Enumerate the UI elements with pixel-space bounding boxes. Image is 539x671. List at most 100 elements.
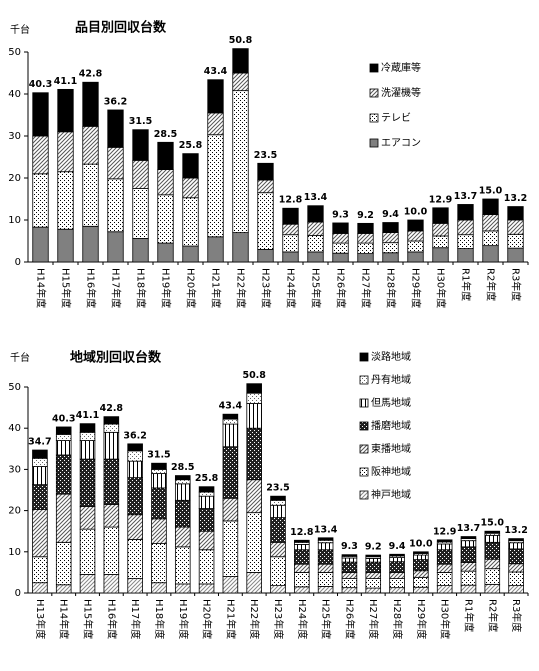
bar-segment <box>107 178 124 233</box>
y-tick-label: 0 <box>15 588 21 599</box>
legend-label: テレビ <box>381 112 411 124</box>
bar-segment <box>174 546 191 585</box>
total-label: 13.2 <box>504 525 527 536</box>
bar-segment <box>182 197 199 247</box>
x-tick-label: H30年度 <box>435 268 448 308</box>
total-label: 12.9 <box>433 526 456 537</box>
bar-segment <box>484 558 501 570</box>
bar-segment <box>317 542 334 551</box>
bar-segment <box>332 233 349 244</box>
bar-segment <box>103 416 120 425</box>
bar-segment <box>55 433 72 441</box>
bar-segment <box>382 252 399 263</box>
bar-segment <box>341 554 358 557</box>
y-tick-label: 10 <box>8 547 21 558</box>
total-label: 28.5 <box>154 129 177 140</box>
total-label: 50.8 <box>229 35 253 46</box>
total-label: 40.3 <box>29 79 52 90</box>
total-label: 34.7 <box>28 437 51 448</box>
bar-segment <box>270 504 286 519</box>
x-tick-label: H17年度 <box>110 268 123 308</box>
bar-segment <box>508 542 524 550</box>
bar-segment <box>82 225 99 263</box>
bar-segment <box>151 468 167 474</box>
total-label: 9.4 <box>389 541 406 552</box>
y-tick-label: 20 <box>8 506 21 517</box>
legend-label: 但馬地域 <box>371 396 411 409</box>
bar-segment <box>365 572 382 579</box>
y-tick-label: 40 <box>8 423 21 434</box>
bar-segment <box>389 572 405 579</box>
bar-segment <box>508 548 524 565</box>
legend-label: 淡路地域 <box>371 350 411 363</box>
bar-segment <box>151 473 167 489</box>
bar-segment <box>317 563 334 573</box>
x-tick-label: H19年度 <box>177 599 190 639</box>
bar-segment <box>365 561 382 573</box>
x-tick-label: R1年度 <box>460 268 473 301</box>
legend-swatch <box>359 375 369 385</box>
x-tick-label: H21年度 <box>224 599 237 639</box>
legend-label: 播磨地域 <box>371 419 411 432</box>
total-label: 13.7 <box>457 523 480 534</box>
bar-segment <box>484 583 501 594</box>
total-label: 12.8 <box>279 195 303 206</box>
x-tick-label: H27年度 <box>367 599 380 639</box>
legend-swatch <box>359 467 369 477</box>
bar-segment <box>432 235 449 249</box>
bar-segment <box>157 169 174 196</box>
bar-segment <box>198 549 215 585</box>
total-label: 50.8 <box>242 370 266 381</box>
bar-segment <box>132 238 149 263</box>
bar-segment <box>55 454 72 495</box>
total-label: 9.4 <box>382 209 399 220</box>
bar-segment <box>257 248 274 263</box>
bar-segment <box>57 171 74 230</box>
bar-segment <box>127 460 143 479</box>
total-label: 13.4 <box>314 524 338 535</box>
bar-segment <box>436 572 453 586</box>
bar-segment <box>207 79 224 114</box>
total-label: 31.5 <box>129 116 152 127</box>
total-label: 10.0 <box>409 538 433 549</box>
total-label: 12.8 <box>290 527 314 538</box>
y-tick-label: 50 <box>8 382 21 393</box>
x-tick-label: H21年度 <box>210 268 223 308</box>
bar-segment <box>382 222 399 234</box>
bar-segment <box>341 561 358 573</box>
bar-segment <box>132 129 149 161</box>
y-axis-unit: 千台 <box>10 351 30 364</box>
bar-segment <box>507 247 524 263</box>
bar-segment <box>407 240 424 253</box>
x-tick-label: H20年度 <box>201 599 214 639</box>
bar-segment <box>132 188 149 239</box>
bar-segment <box>127 450 143 462</box>
bar-segment <box>246 572 262 594</box>
bar-segment <box>257 162 274 181</box>
bar-segment <box>174 583 191 594</box>
bar-segment <box>222 446 239 499</box>
legend-swatch <box>369 138 379 148</box>
bar-segment <box>307 235 324 253</box>
legend-label: 洗濯機等 <box>381 86 421 99</box>
total-label: 43.4 <box>204 66 228 77</box>
bar-segment <box>365 554 382 558</box>
bar-segment <box>151 487 167 520</box>
bar-segment <box>460 536 477 540</box>
bar-segment <box>507 233 524 249</box>
bar-segment <box>79 528 96 575</box>
bar-segment <box>157 242 174 263</box>
bar-segment <box>484 534 501 543</box>
total-label: 13.4 <box>304 192 328 203</box>
total-label: 23.5 <box>266 483 289 494</box>
bar-segment <box>232 90 249 234</box>
bar-segment <box>270 517 286 543</box>
total-label: 25.8 <box>195 473 219 484</box>
x-tick-label: H16年度 <box>85 268 98 308</box>
bar-segment <box>174 526 191 548</box>
bar-segment <box>282 207 299 225</box>
legend-label: 冷蔵庫等 <box>381 61 421 74</box>
bar-segment <box>127 514 143 540</box>
bar-segment <box>365 578 382 589</box>
bar-segment <box>127 578 143 594</box>
